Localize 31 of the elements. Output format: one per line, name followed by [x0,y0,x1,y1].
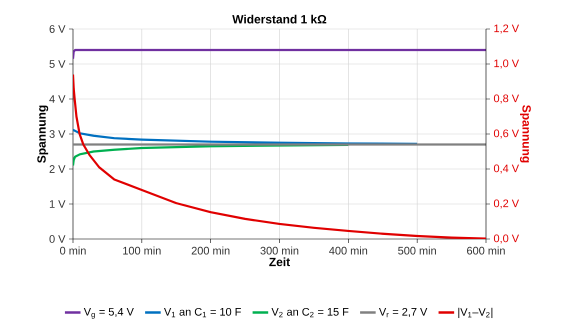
y-tick-label: 2 V [50,165,66,173]
x-tick-label: 500 min [398,246,436,255]
y2-tick-label: 1,0 V [494,59,520,69]
y2-tick-label: 0,8 V [494,94,520,104]
y-tick-label: 0 V [49,235,66,243]
x-tick-label: 0 min [60,246,86,255]
x-tick-label: 200 min [192,246,230,255]
legend-label: V$_{r}$ = 2,7 V [378,308,428,318]
y2-axis-title: Spannung [520,105,531,162]
y-tick-label: 3 V [49,130,66,138]
chart-title: Widerstand 1 kΩ [232,14,326,24]
y-tick-label: 5 V [49,60,66,68]
x-tick-label: 100 min [123,246,161,255]
y-tick-label: 6 V [50,25,66,33]
y-axis-title: Spannung [37,106,48,163]
legend-label: V$_{g}$ = 5,4 V [84,308,134,319]
y-tick-label: 1 V [50,200,66,208]
x-axis-title: Zeit [269,257,290,266]
x-tick-label: 300 min [260,246,298,255]
line-series [73,128,418,145]
y2-tick-label: 1,2 V [494,24,520,34]
legend-label: |V$_{1}$–V$_{2}$| [458,308,492,318]
legend-label: V$_{1}$ an C$_{1}$ = 10 F [164,308,241,318]
y-tick-label: 4 V [49,95,66,103]
x-tick-label: 600 min [467,246,505,255]
y2-tick-label: 0,4 V [494,164,520,174]
legend-label: V$_{2}$ an C$_{2}$ = 15 F [271,308,348,318]
x-tick-label: 400 min [329,246,368,255]
y2-tick-label: 0,2 V [494,199,520,209]
y2-tick-label: 0,6 V [494,129,520,139]
y2-tick-label: 0,0 V [494,234,520,244]
